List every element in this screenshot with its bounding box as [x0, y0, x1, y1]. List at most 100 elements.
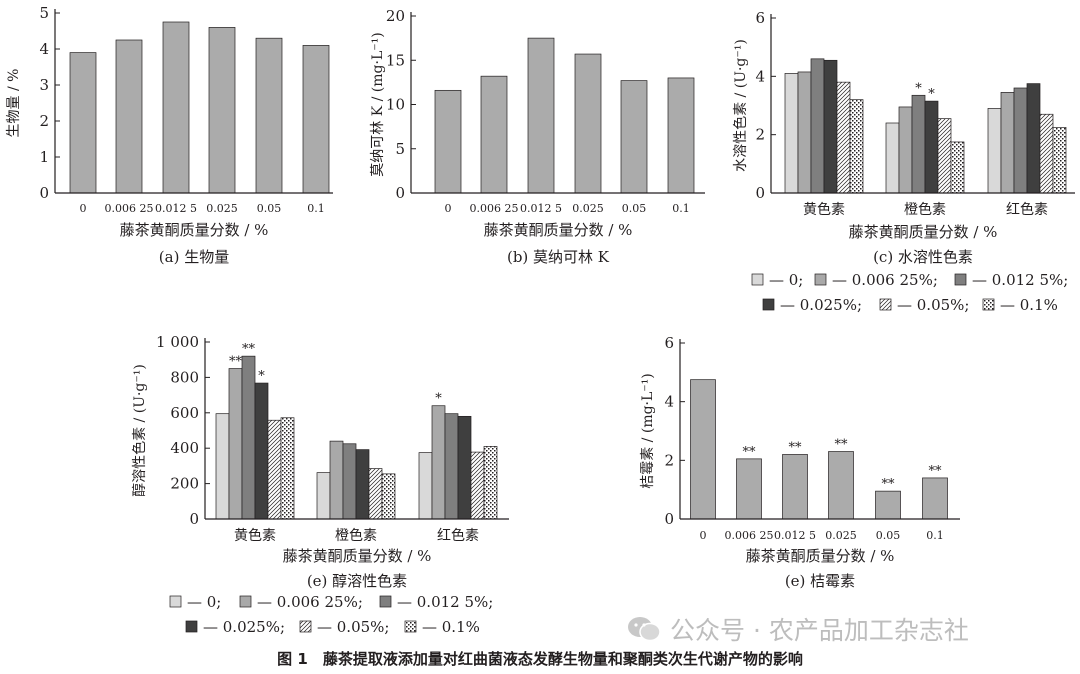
legend-swatch — [954, 273, 967, 286]
chart-panel-b: 0 5 10 15 20 0 0.006 25 0.012 5 0.025 0.05 0.1 莫纳可林… — [370, 7, 705, 266]
bar — [69, 52, 97, 194]
bar — [444, 413, 459, 520]
x-tick-label: 0.006 25 — [470, 202, 519, 215]
bar — [924, 100, 939, 194]
bar — [480, 75, 508, 194]
bar — [329, 440, 344, 520]
legend-label: — 0.012 5%; — [397, 593, 493, 611]
y-axis-title: 水溶性色素 / (U·g⁻¹) — [732, 39, 749, 172]
legend-swatch — [879, 298, 892, 311]
y-tick-label: 200 — [170, 475, 199, 493]
y-tick-label: 600 — [170, 404, 199, 422]
bar — [828, 451, 854, 520]
bar — [987, 108, 1002, 194]
y-tick-label: 4 — [39, 40, 49, 58]
x-tick-label: 黄色素 — [234, 527, 276, 544]
x-tick-label: 0 — [445, 202, 452, 215]
panel-caption: (b) 莫纳可林 K — [507, 248, 610, 266]
bar — [1026, 83, 1041, 194]
bar — [342, 443, 357, 520]
bar — [527, 37, 555, 194]
x-tick-label: 0.012 5 — [155, 202, 197, 215]
y-tick-label: 2 — [755, 126, 765, 144]
bar — [574, 53, 602, 194]
legend-swatch — [982, 298, 995, 311]
x-tick-label: 0.012 5 — [520, 202, 562, 215]
x-tick-label: 0.025 — [825, 529, 857, 542]
bar — [937, 118, 952, 194]
y-tick-label: 0 — [189, 510, 199, 528]
y-tick-label: 0 — [39, 184, 49, 202]
bar — [1000, 92, 1015, 194]
chart-panel-c: 0 2 4 6 黄色素 橙色素 红色素 * * 水溶性色素 / (U·g⁻¹) 藤茶黄酮质量分数 /… — [732, 9, 1075, 314]
x-tick-label: 0.006 25 — [105, 202, 154, 215]
x-axis-title: 藤茶黄酮质量分数 / % — [484, 221, 633, 239]
significance-mark: ** — [929, 464, 943, 479]
legend: — 0; — 0.006 25%; — 0.012 5%; — 0.025%; — 0.… — [169, 593, 493, 636]
bar — [208, 27, 236, 194]
legend-label: — 0.1% — [422, 618, 480, 636]
bar — [228, 368, 243, 520]
legend-swatch — [814, 273, 827, 286]
bar — [1039, 113, 1054, 194]
y-tick-label: 2 — [39, 112, 49, 130]
x-tick-label: 橙色素 — [335, 527, 377, 544]
figure-caption: 图 1 藤茶提取液添加量对红曲菌液态发酵生物量和聚酮类次生代谢产物的影响 — [277, 650, 803, 668]
bar — [1013, 87, 1028, 194]
bar — [797, 71, 812, 194]
bar — [810, 58, 825, 194]
legend-swatch — [379, 595, 392, 608]
bar — [690, 379, 716, 520]
y-tick-label: 20 — [386, 7, 405, 25]
bar — [667, 77, 695, 194]
significance-mark: ** — [229, 355, 243, 370]
watermark: 公众号 · 农产品加工杂志社 — [626, 612, 969, 646]
bar — [241, 355, 256, 520]
x-tick-label: 0.05 — [876, 529, 901, 542]
legend-swatch — [169, 595, 182, 608]
legend-swatch — [751, 273, 764, 286]
bar — [898, 106, 913, 194]
x-tick-label: 0.1 — [926, 529, 944, 542]
panel-caption: (a) 生物量 — [159, 248, 229, 266]
x-tick-label: 黄色素 — [803, 201, 845, 218]
bar — [782, 454, 808, 520]
significance-mark: ** — [743, 445, 757, 460]
legend-swatch — [762, 298, 775, 311]
x-tick-label: 0.1 — [307, 202, 325, 215]
panel-caption: (c) 水溶性色素 — [873, 248, 973, 266]
bar — [950, 141, 965, 194]
y-tick-label: 4 — [664, 393, 674, 411]
x-axis-title: 藤茶黄酮质量分数 / % — [120, 221, 269, 239]
x-tick-label: 0.05 — [622, 202, 647, 215]
bar — [922, 477, 948, 520]
bar — [470, 451, 485, 520]
y-axis-title: 莫纳可林 K / (mg·L⁻¹) — [370, 32, 386, 176]
y-tick-label: 3 — [39, 76, 49, 94]
legend-label: — 0.05%; — [317, 618, 389, 636]
y-tick-label: 1 000 — [156, 333, 199, 351]
y-tick-label: 0 — [755, 184, 765, 202]
legend: — 0; — 0.006 25%; — 0.012 5%; — 0.025%; — 0.… — [751, 271, 1068, 314]
legend-label: — 0.006 25%; — [257, 593, 363, 611]
legend-label: — 0.025%; — [780, 296, 862, 314]
y-tick-label: 1 — [39, 148, 49, 166]
x-axis-title: 藤茶黄酮质量分数 / % — [849, 223, 998, 241]
bar — [457, 415, 472, 520]
y-tick-label: 15 — [386, 51, 405, 69]
significance-mark: * — [258, 369, 265, 384]
bar — [316, 472, 331, 520]
legend-swatch — [299, 620, 312, 633]
x-tick-label: 0.1 — [672, 202, 690, 215]
y-tick-label: 10 — [386, 96, 405, 114]
significance-mark: ** — [242, 342, 256, 357]
y-tick-label: 400 — [170, 439, 199, 457]
legend-swatch — [185, 620, 198, 633]
bar — [784, 73, 799, 194]
bar — [1052, 127, 1067, 194]
x-axis-title: 藤茶黄酮质量分数 / % — [283, 547, 432, 565]
x-tick-label: 橙色素 — [904, 201, 946, 218]
y-tick-label: 5 — [395, 140, 405, 158]
bar — [215, 413, 230, 520]
